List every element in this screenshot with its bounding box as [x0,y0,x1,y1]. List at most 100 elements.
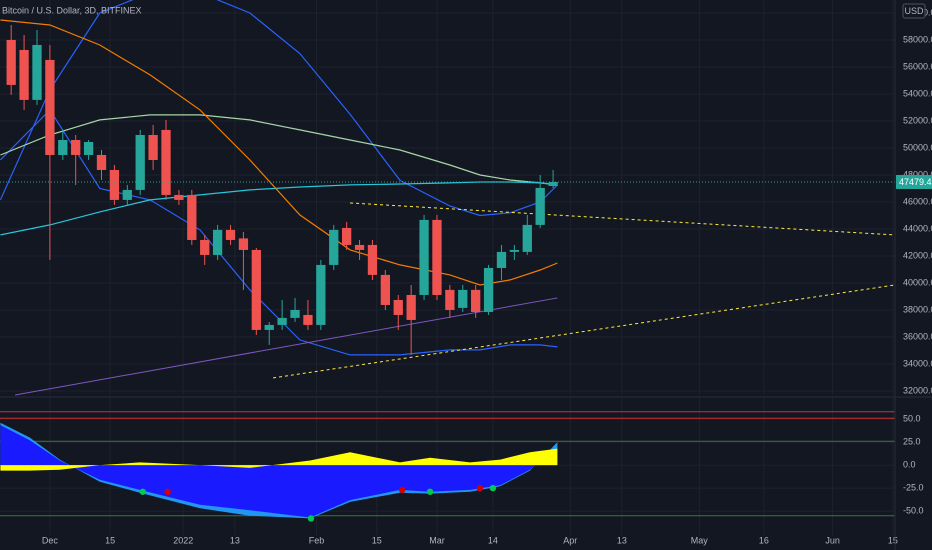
y-tick-label: -50.0 [903,505,924,515]
y-tick-label: 50.0 [903,414,921,424]
candle-body [458,289,468,308]
x-tick-label: 15 [888,535,898,545]
y-tick-label: 40000.0 [903,277,932,287]
y-tick-label: 46000.0 [903,196,932,206]
y-tick-label: 34000.0 [903,358,932,368]
candle-body [303,314,313,325]
y-tick-label: 38000.0 [903,304,932,314]
candle-body [212,229,223,255]
candle-body [367,244,378,275]
last-price-box [896,174,932,189]
x-tick-label: Mar [429,535,445,545]
y-tick-label: 44000.0 [903,223,932,233]
candle-body [148,134,158,160]
y-tick-label: 56000.0 [903,61,932,71]
x-tick-label: May [691,535,709,545]
candle-body [406,294,416,320]
chart-title: Bitcoin / U.S. Dollar, 3D, BITFINEX [2,5,142,15]
candle-body [161,129,171,195]
oscillator-area [0,425,558,518]
signal-dot [139,488,146,495]
candle-body [96,154,107,170]
x-tick-label: 13 [230,535,240,545]
signal-dot [398,486,406,494]
overlay-line [0,108,558,356]
signal-dot [307,515,315,522]
x-tick-label: 15 [105,535,115,545]
candle-body [445,289,455,310]
candle-body [290,309,300,318]
signal-dot [476,484,484,492]
trend-line [350,202,895,236]
candle-body [548,181,558,187]
candle-body [251,249,261,330]
price-pane [0,0,895,396]
candle-body [122,189,132,200]
candle-body [225,229,236,240]
y-tick-label: 50000.0 [903,142,932,152]
candle-body [174,194,184,200]
candle-body [83,142,94,155]
candle-body [32,44,42,100]
candle-body [316,264,326,325]
x-tick-label: 14 [488,535,498,545]
y-tick-label: -25.0 [903,482,924,492]
overlay-line [0,19,558,286]
candle-body [393,299,403,315]
candle-body [432,219,442,295]
candle-body [45,59,55,155]
axes: Dec 15 2022 13 Feb 15 Mar 14 Apr 13 May 16 Jun 15 3200… [42,7,932,545]
x-tick-label: Feb [309,535,325,545]
y-tick-label: 36000.0 [903,331,932,341]
candle-body [509,249,520,252]
candle-body [483,267,494,312]
x-tick-label: Apr [563,535,577,545]
candle-body [200,239,210,255]
candle-body [58,139,68,155]
candle-body [238,238,249,250]
signal-dot [164,488,171,495]
candle-body [535,187,545,225]
y-tick-label: 32000.0 [903,385,932,395]
y-tick-label: 0.0 [903,459,916,469]
candle-body [354,244,365,250]
x-tick-label: 16 [759,535,769,545]
candle-body [419,219,429,295]
candle-body [6,39,16,85]
y-tick-label: 52000.0 [903,115,932,125]
y-tick-label: 48000.0 [903,169,932,179]
candle-body [380,274,390,305]
candle-body [342,227,352,245]
x-tick-label: 15 [372,535,382,545]
oscillator-area [0,448,558,471]
trend-line [273,284,895,379]
x-tick-label: 13 [617,535,627,545]
candle-body [71,139,81,155]
signal-dot [489,484,497,492]
trend-line [14,297,558,396]
candle-body [471,289,481,312]
candle-body [277,317,287,325]
y-tick-label: 25.0 [903,437,921,447]
currency: USD [904,6,924,16]
x-tick-label: Jun [825,535,840,545]
oscillator-pane [0,398,895,535]
x-tick-label: 2022 [173,535,193,545]
candle-body [264,324,274,330]
candle-body [187,194,197,240]
candle-body [522,224,532,252]
candle-body [19,49,29,100]
currency-box [902,3,926,19]
last-price-label: 47479.4 [899,177,932,187]
y-tick-label: 42000.0 [903,250,932,260]
y-tick-label: 58000.0 [903,34,932,44]
overlay-line [0,181,558,236]
candle-body [329,229,339,265]
candle-body [135,134,145,190]
overlay-line [0,0,558,217]
signal-dot [426,488,434,495]
candle-body [496,251,507,268]
y-tick-label: 54000.0 [903,88,932,98]
